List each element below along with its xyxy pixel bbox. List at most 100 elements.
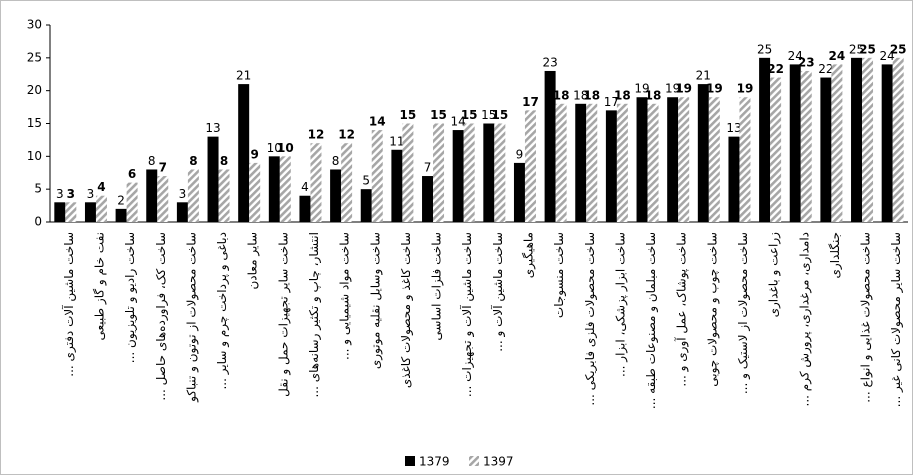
value-label: 18 [573, 88, 588, 102]
bar [851, 57, 863, 223]
value-label: 19 [706, 82, 723, 96]
bar [544, 70, 556, 222]
legend-label: 1397 [483, 455, 514, 469]
bar [555, 103, 567, 222]
value-label: 10 [277, 141, 294, 155]
x-tick-label: سایر معادن [246, 232, 261, 290]
x-tick-label: ساخت ماشین آلات و تجهیزات ... [459, 232, 475, 397]
value-label: 24 [788, 49, 803, 63]
value-label: 13 [726, 121, 741, 135]
x-tick-label: ساخت ماشین آلات دفتری ... [61, 232, 77, 377]
bar [892, 57, 904, 223]
bar [187, 169, 199, 222]
bar [176, 202, 188, 222]
bar [616, 103, 628, 222]
y-tick-label: 30 [27, 18, 42, 32]
value-label: 17 [522, 95, 539, 109]
bar [84, 202, 96, 222]
value-label: 21 [696, 69, 711, 83]
bar [310, 143, 322, 222]
bar [433, 123, 445, 222]
bar [452, 130, 464, 222]
bar [65, 202, 77, 222]
value-label: 21 [236, 69, 251, 83]
bar [831, 64, 843, 223]
x-tick-label: ساخت مواد شیمیایی و ... [338, 232, 353, 360]
x-tick-label: ساخت منسوجات [552, 232, 567, 318]
bar [636, 97, 648, 222]
x-tick-label: ساخت محصولات غذایی و انواع ... [859, 232, 874, 403]
bar [330, 169, 342, 222]
y-tick-label: 5 [34, 182, 42, 196]
bar [862, 57, 874, 223]
y-tick-label: 0 [34, 215, 42, 229]
value-label: 15 [430, 108, 447, 122]
bar [279, 156, 291, 222]
x-tick-label: انتشار، چاپ و تکثیر رسانه‌های ... [307, 232, 322, 398]
value-label: 9 [516, 147, 524, 161]
x-tick-label: ساخت وسایل نقلیه موتوری [368, 232, 383, 369]
value-label: 11 [389, 134, 404, 148]
bar [678, 97, 690, 222]
legend-swatch [469, 456, 479, 466]
value-label: 3 [179, 187, 187, 201]
value-label: 7 [159, 161, 167, 175]
bar [360, 189, 372, 222]
value-label: 18 [614, 88, 631, 102]
bar [586, 103, 598, 222]
x-tick-label: ساخت ماشین آلات و ... [490, 232, 506, 352]
value-label: 15 [481, 108, 496, 122]
value-label: 18 [553, 88, 570, 102]
bar [157, 176, 169, 222]
value-label: 15 [491, 108, 508, 122]
x-tick-label: ساخت کک، فراورده‌های حاصل ... [154, 232, 169, 401]
bar [605, 110, 617, 222]
bar [770, 77, 782, 223]
value-label: 8 [220, 154, 228, 168]
bar [299, 195, 311, 222]
value-label: 24 [880, 49, 895, 63]
bar [268, 156, 280, 222]
value-label: 25 [757, 42, 772, 56]
bar [739, 97, 751, 222]
value-label: 23 [542, 55, 557, 69]
value-label: 3 [67, 187, 75, 201]
x-tick-label: ساخت سایر تجهیزات حمل و نقل [276, 232, 291, 397]
bar [697, 84, 709, 222]
value-label: 19 [675, 82, 692, 96]
value-label: 25 [849, 42, 864, 56]
value-label: 5 [362, 174, 370, 188]
x-tick-label: ساخت محصولات از توتون و تنباکو [184, 232, 199, 403]
value-label: 7 [424, 161, 432, 175]
value-label: 24 [829, 49, 846, 63]
value-label: 19 [737, 82, 754, 96]
value-label: 12 [338, 128, 355, 142]
bar [728, 136, 740, 222]
value-label: 17 [604, 95, 619, 109]
bar [126, 182, 138, 222]
bar [391, 149, 403, 222]
y-tick-label: 25 [27, 50, 42, 64]
bar [422, 176, 434, 222]
value-label: 22 [767, 62, 784, 76]
value-label: 19 [665, 82, 680, 96]
x-tick-label: زراعت و باغداری [767, 232, 782, 318]
x-tick-label: دامداری، مرغداری، پرورش کرم ... [797, 232, 812, 406]
x-tick-label: ساخت رادیو و تلویزیون ... [123, 232, 138, 363]
value-label: 14 [451, 115, 466, 129]
bar [524, 110, 536, 222]
value-label: 15 [400, 108, 417, 122]
bar [494, 123, 506, 222]
value-label: 19 [634, 82, 649, 96]
bar [207, 136, 219, 222]
value-label: 10 [267, 141, 282, 155]
bar [218, 169, 230, 222]
x-tick-label: ساخت فلزات اساسی [430, 232, 445, 341]
x-tick-label: ساخت کاغذ و محصولات کاغذی [399, 232, 414, 388]
bar [820, 77, 832, 223]
value-label: 18 [583, 88, 600, 102]
x-tick-label: جنگلداری [828, 232, 843, 278]
y-tick-label: 20 [27, 83, 42, 97]
bar [402, 123, 414, 222]
bar [341, 143, 353, 222]
